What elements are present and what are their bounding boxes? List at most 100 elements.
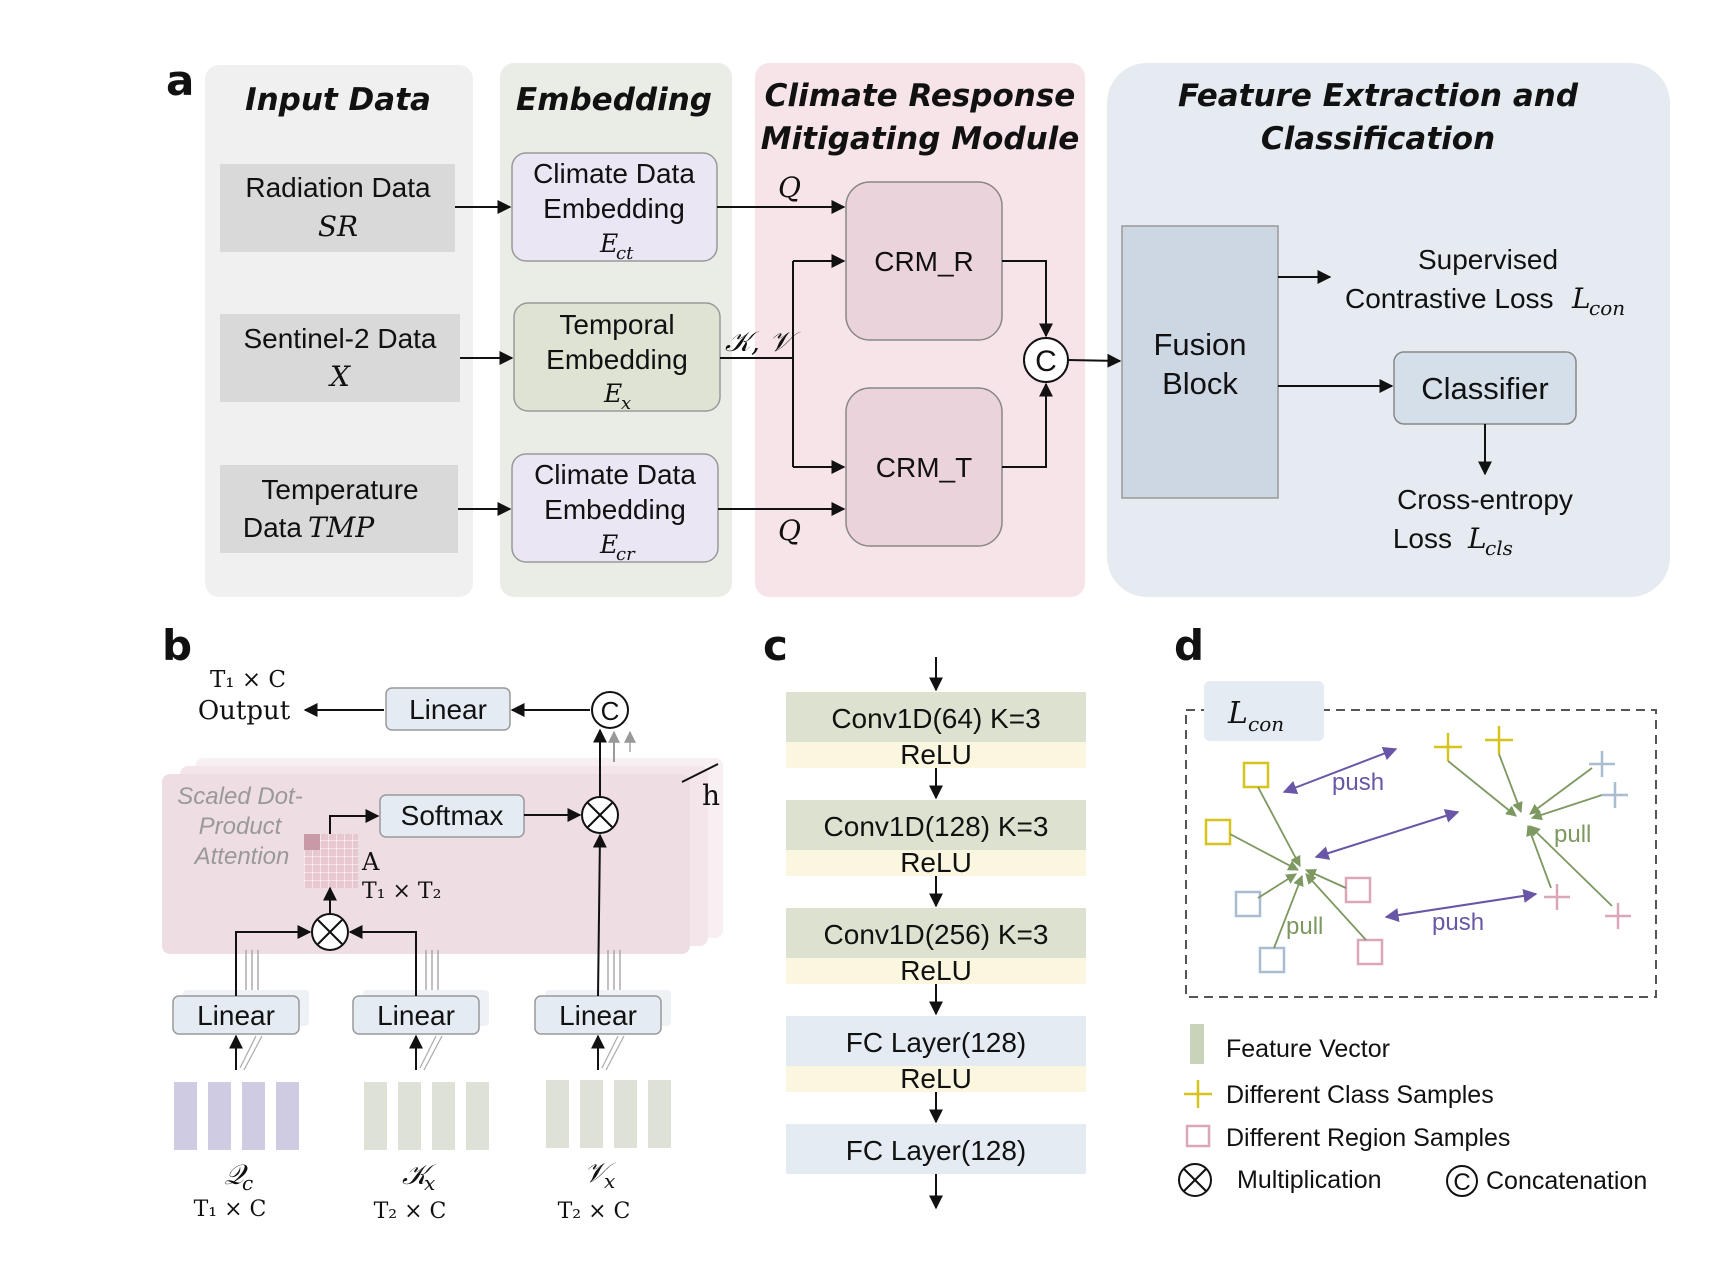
cross-entropy-label-2: Loss: [1393, 523, 1452, 554]
conv-layer-1: [786, 692, 1086, 742]
climate-embedding-ct-line1: Climate Data: [533, 158, 695, 189]
arrow-crm-t-concat: [1002, 382, 1053, 468]
output-dim: T₁ × C: [210, 667, 286, 693]
region-sample-plus-blue: [1589, 751, 1628, 808]
panel-c-label: c: [763, 621, 788, 670]
lcon-subscript-a: con: [1589, 296, 1625, 320]
key-tensor: [364, 1082, 489, 1150]
embedding-section-title: Embedding: [516, 82, 712, 118]
pull-label-2: pull: [1554, 821, 1591, 848]
linear-k-group: Linear: [352, 990, 489, 1035]
sentinel-data-box: [220, 314, 460, 402]
fusion-label-2: Block: [1162, 366, 1238, 401]
cross-entropy-label-1: Cross-entropy: [1397, 484, 1573, 515]
crm-section-title-1: Climate Response: [765, 78, 1076, 114]
linear-output-box[interactable]: [385, 687, 511, 731]
push-label-1: push: [1332, 769, 1384, 796]
radiation-data-symbol: SR: [318, 210, 358, 243]
region-sample-square-1: [1234, 890, 1262, 918]
heads-label: h: [702, 779, 720, 812]
linear-v-group: Linear: [534, 990, 671, 1035]
ex-symbol: E: [603, 379, 622, 408]
temporal-embedding-line1: Temporal: [559, 309, 674, 340]
climate-embedding-cr-line2: Embedding: [544, 494, 686, 525]
crm-t-label: CRM_T: [876, 452, 972, 483]
lcon-symbol-d: L: [1227, 696, 1248, 731]
conv-layer-3-label: Conv1D(256) K=3: [824, 919, 1049, 950]
linear-output-label: Linear: [409, 694, 487, 725]
crm-section-title-2: Mitigating Module: [761, 121, 1080, 157]
pull-arrows-right: [1447, 753, 1613, 907]
panel-a-label: a: [166, 56, 194, 105]
arrow-k-mult: [348, 925, 417, 996]
ect-symbol: E: [599, 229, 618, 258]
region-sample-square-4: [1356, 938, 1384, 966]
panel-b-label: b: [162, 621, 192, 670]
radiation-data-label: Radiation Data: [245, 172, 431, 203]
concat-icon-a-label: C: [1035, 345, 1057, 378]
region-sample-square-2: [1258, 946, 1286, 974]
kv-label: 𝒦, 𝒱: [725, 325, 801, 358]
temperature-data-label-2: Data: [243, 512, 303, 543]
lcon-symbol-a: L: [1571, 282, 1591, 315]
panel-a: a Input Data Embedding Climate Response …: [166, 56, 1670, 597]
concat-icon-b: [591, 691, 629, 729]
query-tensor: [174, 1082, 299, 1150]
panel-c: c Conv1D(64) K=3 ReLU Conv1D(128) K=3 Re…: [763, 621, 1086, 1210]
lcls-subscript: cls: [1485, 536, 1513, 560]
input-section-title: Input Data: [245, 82, 431, 118]
qc-subscript: c: [242, 1171, 253, 1195]
relu-3-label: ReLU: [900, 955, 972, 986]
panel-d-label: d: [1174, 621, 1204, 670]
linear-q-label: Linear: [197, 1000, 275, 1031]
supervised-label-1: Supervised: [1418, 244, 1558, 275]
arrow-q-mult: [235, 925, 312, 996]
conv-layer-2: [786, 800, 1086, 850]
feature-section-title-2: Classification: [1261, 121, 1495, 157]
attention-matrix-cell: [304, 834, 320, 850]
multiply-icon-value-x2: [587, 802, 613, 828]
relu-3-bg: [786, 958, 1086, 984]
lcon-subscript-d: con: [1248, 712, 1284, 736]
legend-class-samples: Different Class Samples: [1226, 1081, 1494, 1109]
fusion-block: [1121, 225, 1279, 499]
parallel-lines: [245, 950, 621, 990]
output-label: Output: [198, 696, 291, 726]
sentinel-data-symbol: X: [328, 360, 351, 393]
climate-embedding-cr-line1: Climate Data: [534, 459, 696, 490]
attention-dim-label: T₁ × T₂: [362, 879, 441, 904]
linear-v-label: Linear: [559, 1000, 637, 1031]
ect-subscript: ct: [616, 243, 634, 264]
legend-region-samples: Different Region Samples: [1226, 1124, 1510, 1152]
concatenation-icon: [1446, 1165, 1478, 1197]
multiply-icon-qk-x2: [317, 919, 343, 945]
value-tensor: [546, 1080, 671, 1148]
region-sample-square-3: [1344, 876, 1372, 904]
legend-plus-icon: [1184, 1080, 1212, 1108]
fc-layer-2-label: FC Layer(128): [846, 1135, 1027, 1166]
contrastive-space-box: [1185, 709, 1657, 998]
temperature-data-box: [220, 465, 458, 553]
relu-2-label: ReLU: [900, 847, 972, 878]
fc-layer-1-label: FC Layer(128): [846, 1027, 1027, 1058]
sdpa-label-1: Scaled Dot-: [177, 783, 302, 810]
classifier-label: Classifier: [1421, 371, 1548, 406]
relu-4-label: ReLU: [900, 1063, 972, 1094]
relu-4-bg: [786, 1066, 1086, 1092]
attention-A-label: A: [361, 848, 380, 876]
arrow-concat-fusion: [1067, 353, 1122, 368]
fc-layer-1: [786, 1016, 1086, 1066]
vx-subscript: x: [604, 1169, 615, 1193]
climate-embedding-ct-line2: Embedding: [543, 193, 685, 224]
push-arrow-1: [1282, 746, 1398, 795]
feature-section-title-1: Feature Extraction and: [1178, 78, 1579, 114]
softmax-label: Softmax: [401, 800, 504, 831]
kx-dim: T₂ × C: [374, 1199, 447, 1224]
pull-arrows-left: [1229, 786, 1367, 949]
temperature-data-label: Temperature: [261, 474, 418, 505]
class-sample-square-2: [1204, 818, 1232, 846]
sentinel-data-label: Sentinel-2 Data: [243, 323, 436, 354]
fan-lines: [239, 1035, 625, 1071]
qc-symbol: 𝒬: [224, 1158, 248, 1191]
